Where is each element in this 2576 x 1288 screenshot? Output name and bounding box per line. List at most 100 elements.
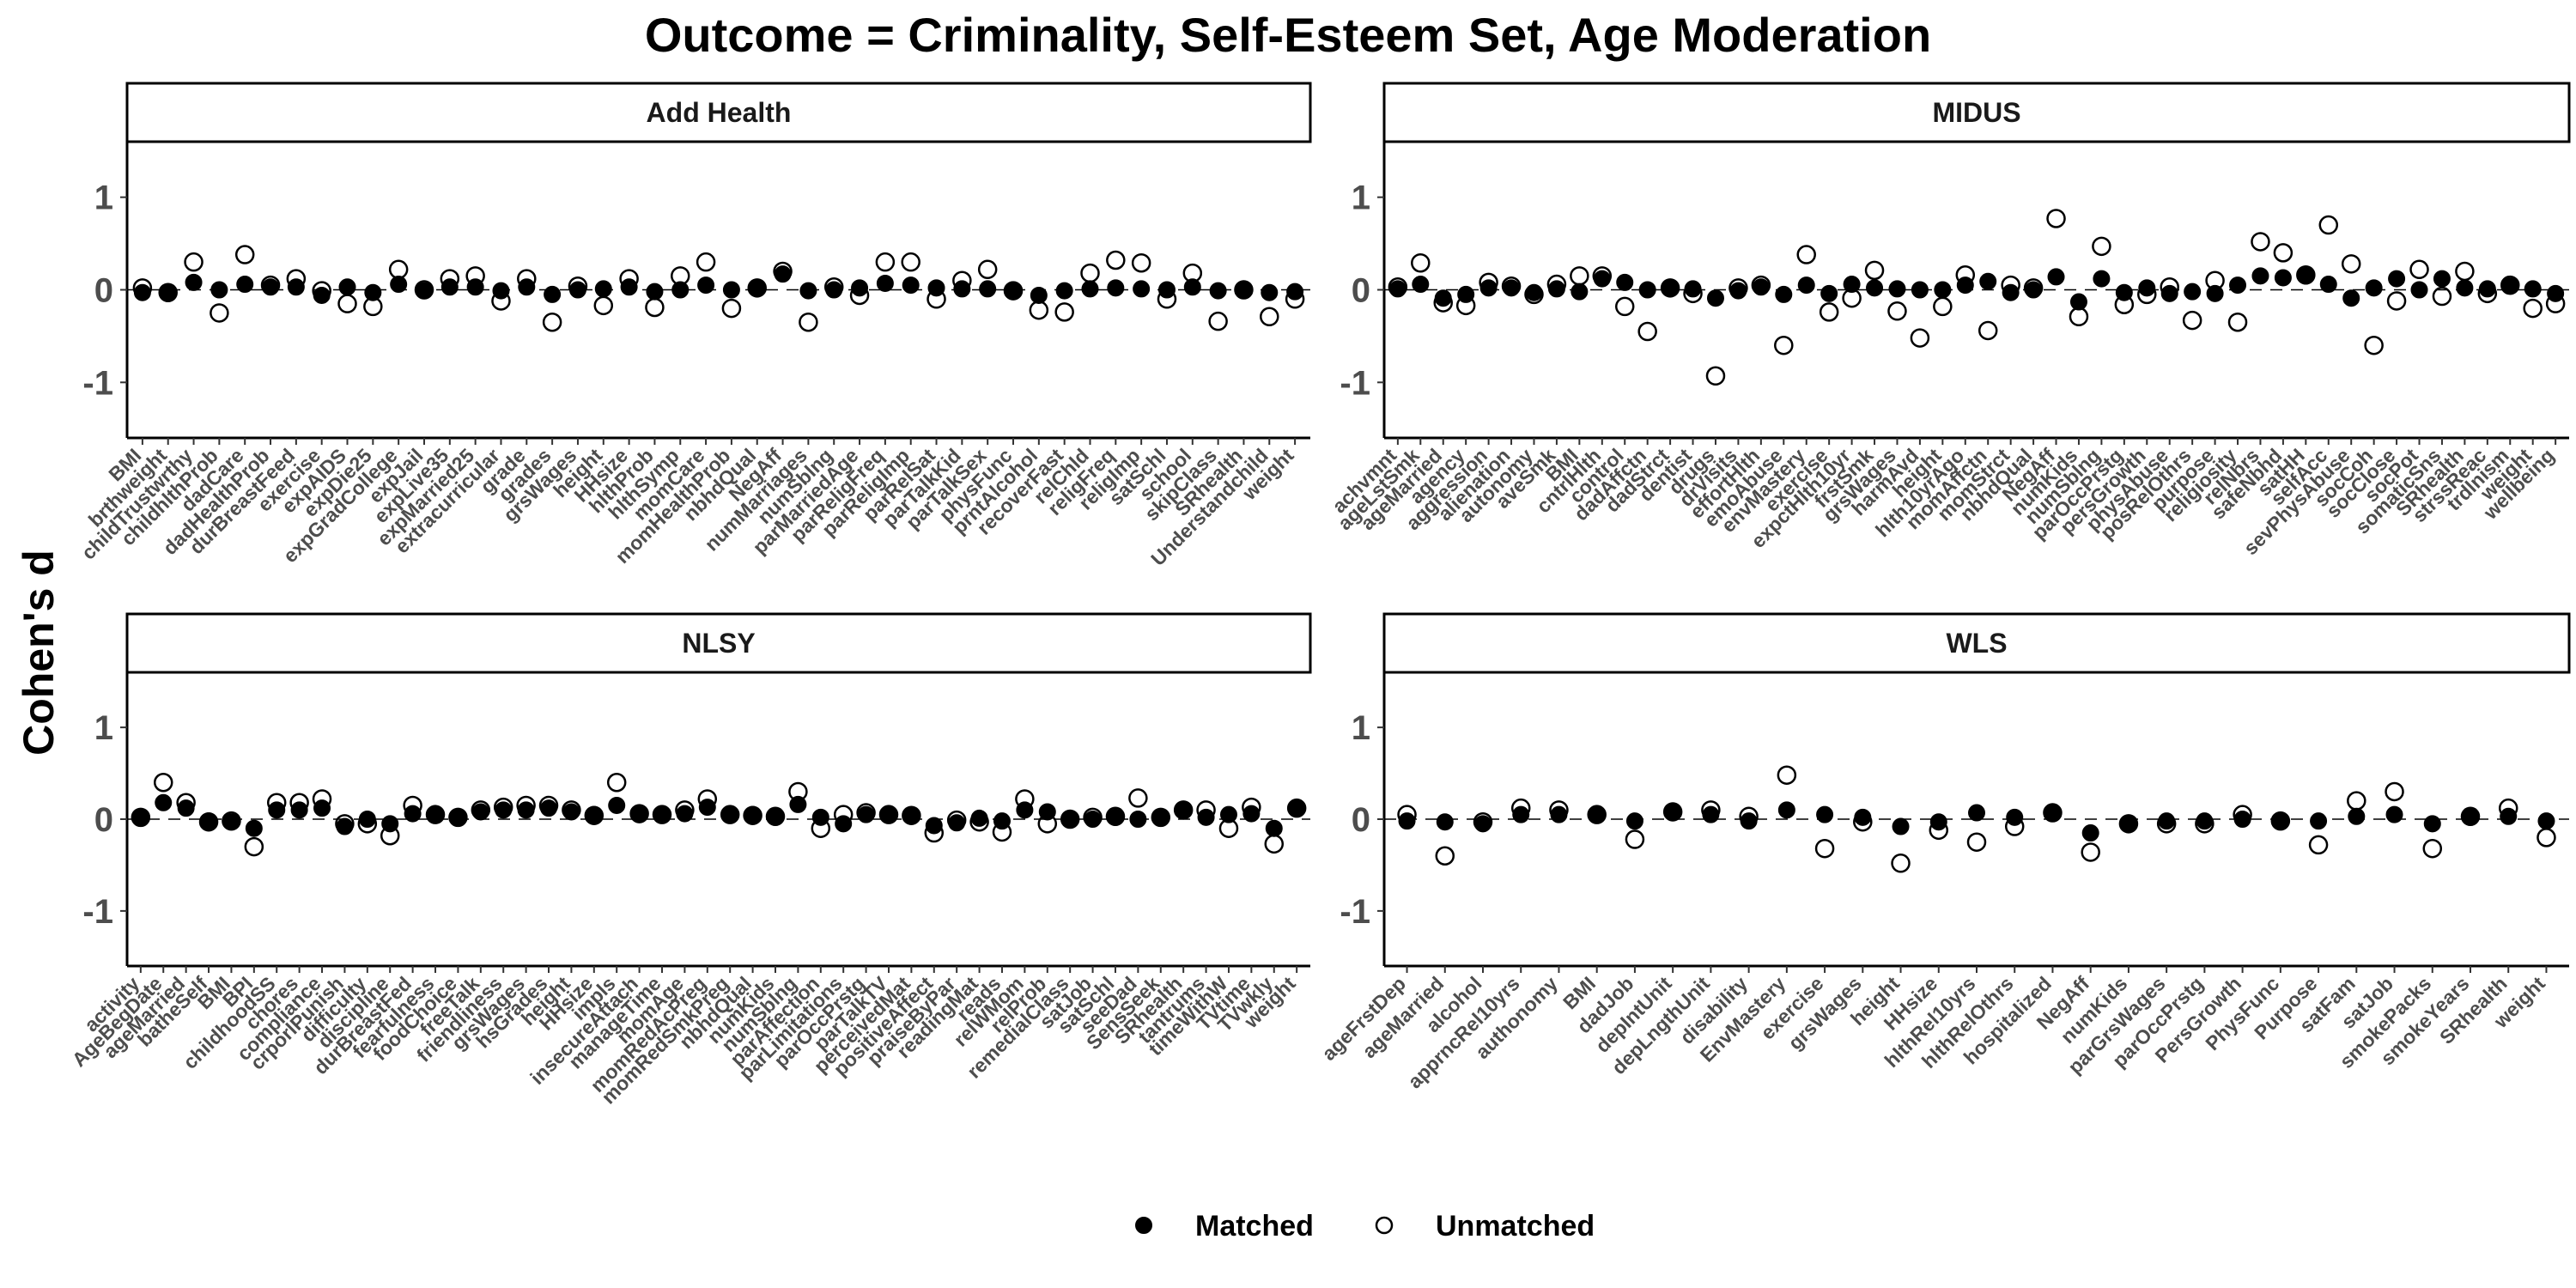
- y-tick-label: -1: [1340, 364, 1370, 402]
- point-unmatched-numsblng: [788, 781, 808, 802]
- point-matched-relnbrs: [2251, 267, 2269, 285]
- point-unmatched-trdlnism: [2500, 275, 2520, 295]
- point-unmatched-alcohol: [1473, 811, 1493, 832]
- point-matched-hlthprob: [646, 283, 664, 301]
- point-unmatched-extracurricular: [491, 291, 511, 311]
- y-tick-label: 0: [1352, 272, 1370, 310]
- point-matched-expcthlth10yr: [1843, 276, 1861, 294]
- point-unmatched-physabuse: [2160, 277, 2179, 297]
- point-unmatched-numkids: [765, 806, 786, 827]
- facet-wls: WLS-101ageFrstDepageMarriedalcoholapprnc…: [1317, 612, 2571, 1093]
- point-unmatched-envmastery: [1796, 245, 1816, 264]
- point-unmatched-control: [1614, 296, 1635, 317]
- point-matched-negaff: [2081, 824, 2099, 842]
- point-unmatched-pargrswages: [2156, 814, 2177, 834]
- point-unmatched-tvtime: [1242, 797, 1261, 817]
- point-unmatched-tvwkly: [1264, 834, 1285, 854]
- point-unmatched-numsblng: [823, 277, 844, 297]
- point-matched-skipclass: [1209, 282, 1227, 300]
- point-unmatched-friendliness: [493, 797, 513, 817]
- point-matched-agebegdate: [155, 793, 173, 811]
- y-tick-label: 0: [94, 272, 113, 310]
- point-matched-wellbeing: [2547, 284, 2565, 302]
- point-unmatched-brthweight: [158, 283, 178, 302]
- point-matched-socpot: [2410, 281, 2428, 299]
- point-unmatched-persgrowth: [2233, 805, 2252, 824]
- point-matched-exercise: [1820, 284, 1838, 302]
- point-matched-bpi: [245, 819, 263, 837]
- point-unmatched-foodchoice: [448, 807, 468, 828]
- legend-label-matched: Matched: [1195, 1210, 1314, 1242]
- point-unmatched-expcthlth10yr: [1842, 288, 1862, 308]
- point-unmatched-expgradcollege: [388, 259, 409, 280]
- point-unmatched-expaids: [337, 294, 357, 313]
- point-unmatched-numkids: [2069, 307, 2089, 327]
- point-unmatched-weight: [1286, 798, 1307, 818]
- point-unmatched-parlimitations: [833, 805, 854, 824]
- point-unmatched-paroccprstg: [2195, 814, 2215, 834]
- y-tick-label: 1: [94, 709, 113, 747]
- point-unmatched-hospitalized: [2043, 803, 2063, 823]
- point-unmatched-height: [593, 295, 614, 316]
- y-tick-label: -1: [1340, 893, 1370, 931]
- point-unmatched-hhsize: [619, 269, 639, 289]
- point-unmatched-parmarriedage: [849, 285, 870, 306]
- point-unmatched-nbhdqual: [743, 805, 762, 825]
- point-unmatched-bmi: [132, 278, 153, 298]
- point-matched-dadjob: [1625, 812, 1643, 830]
- point-matched-dadcare: [236, 276, 254, 294]
- point-unmatched-religiosity: [2227, 312, 2248, 332]
- point-matched-childtrustwrthy: [185, 273, 203, 291]
- point-unmatched-recoverfast: [1054, 302, 1074, 322]
- point-matched-expdie25: [364, 283, 382, 301]
- point-matched-religiosity: [2229, 276, 2247, 295]
- y-tick-label: 1: [1352, 709, 1370, 747]
- point-matched-grswages: [1888, 280, 1906, 298]
- point-matched-momcare: [697, 276, 715, 295]
- point-matched-momstrct: [2002, 283, 2020, 301]
- point-unmatched-fearfulness: [425, 805, 446, 824]
- point-unmatched-frstsmk: [1864, 260, 1885, 281]
- facet-add-health: Add Health-101BMIbrthweightchildTrustwrt…: [77, 82, 1312, 570]
- point-unmatched-momhealthprob: [721, 298, 742, 319]
- point-matched-srhealth: [2456, 279, 2474, 297]
- point-unmatched-srhealth: [1234, 280, 1254, 300]
- point-matched-parreligimp: [902, 276, 920, 295]
- point-unmatched-freetalk: [471, 800, 491, 820]
- point-unmatched-discipline: [380, 825, 400, 846]
- point-unmatched-prntalcohol: [1029, 300, 1049, 320]
- point-unmatched-exercise: [1819, 302, 1839, 322]
- point-unmatched-purpose: [2205, 270, 2225, 290]
- point-unmatched-partalkkid: [952, 270, 972, 290]
- point-unmatched-insecureattach: [629, 804, 649, 823]
- point-unmatched-exercise: [1814, 838, 1835, 859]
- facet-strip: [1382, 612, 2571, 674]
- point-matched-purpose: [2206, 284, 2224, 302]
- point-unmatched-religfreq: [1106, 250, 1126, 270]
- facet-strip: [1382, 82, 2571, 143]
- point-unmatched-satfam: [2347, 791, 2366, 811]
- point-matched-religfreq: [1107, 279, 1125, 297]
- point-matched-numsblng: [789, 795, 807, 813]
- point-unmatched-relprob: [1037, 814, 1058, 834]
- point-unmatched-strssreac: [2477, 283, 2498, 304]
- point-unmatched-relchld: [1080, 263, 1100, 283]
- point-unmatched-dadjob: [1625, 829, 1645, 849]
- point-matched-hlthrel10yrs: [1968, 804, 1985, 822]
- point-unmatched-agemarried: [1435, 846, 1455, 866]
- point-unmatched-impls: [606, 773, 627, 793]
- y-tick-label: 1: [94, 179, 113, 217]
- point-unmatched-sensseek: [1151, 807, 1171, 828]
- point-matched-agemarried: [1436, 813, 1454, 831]
- point-unmatched-satschl: [1105, 806, 1126, 827]
- point-unmatched-autonomy: [1524, 284, 1544, 305]
- point-matched-satjob: [2385, 805, 2403, 823]
- point-unmatched-bmi: [1570, 266, 1589, 286]
- point-unmatched-hhsize: [584, 805, 605, 825]
- point-matched-school: [1183, 278, 1201, 296]
- point-matched-chores: [290, 801, 308, 819]
- facet-strip-label: WLS: [1946, 628, 2007, 659]
- point-unmatched-smokepacks: [2422, 838, 2443, 859]
- point-matched-prntalcohol: [1030, 286, 1048, 304]
- point-unmatched-harmavd: [1910, 328, 1930, 348]
